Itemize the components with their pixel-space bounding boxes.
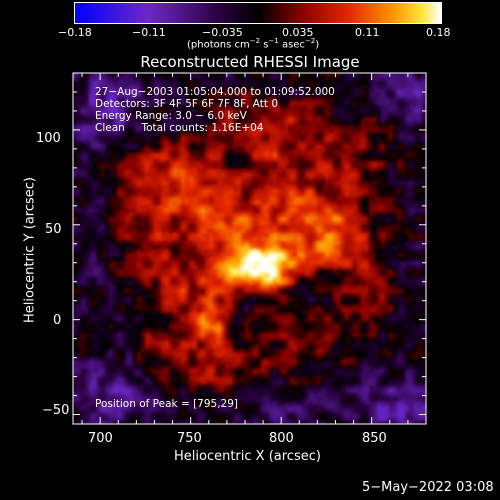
plot-title: Reconstructed RHESSI Image [140,53,360,71]
energy-range: Energy Range: 3.0 − 6.0 keV [95,110,247,122]
x-tick-label: 700 [88,431,113,446]
x-tick-label: 850 [362,431,387,446]
colorbar-tick: 0.11 [355,26,380,39]
colorbar [74,2,442,24]
colorbar-units: (photons cm−2 s−1 asec−2) [187,37,320,51]
colorbar-tick: −0.18 [58,26,92,39]
colorbar-tick: −0.11 [132,26,166,39]
colorbar-tick: −0.035 [202,26,243,39]
time-range: 27−Aug−2003 01:05:04.000 to 01:09:52.000 [95,86,335,98]
y-tick-label: 0 [53,313,62,328]
algorithm-counts: Clean Total counts: 1.16E+04 [95,122,264,134]
peak-position-label: Position of Peak = [795,29] [95,398,239,410]
colorbar-tick: 0.035 [282,26,314,39]
footer-timestamp: 5−May−2022 03:08 [362,480,494,495]
colorbar-tick: 0.18 [426,26,451,39]
x-tick-label: 750 [177,431,202,446]
y-tick-label: 50 [45,222,62,237]
detectors-line: Detectors: 3F 4F 5F 6F 7F 8F, Att 0 [95,98,279,110]
y-tick-label: −50 [42,403,70,418]
y-tick-label: 100 [36,131,61,146]
x-tick-label: 800 [269,431,294,446]
y-axis-label: Heliocentric Y (arcsec) [22,177,38,323]
x-axis-label: Heliocentric X (arcsec) [174,449,321,464]
